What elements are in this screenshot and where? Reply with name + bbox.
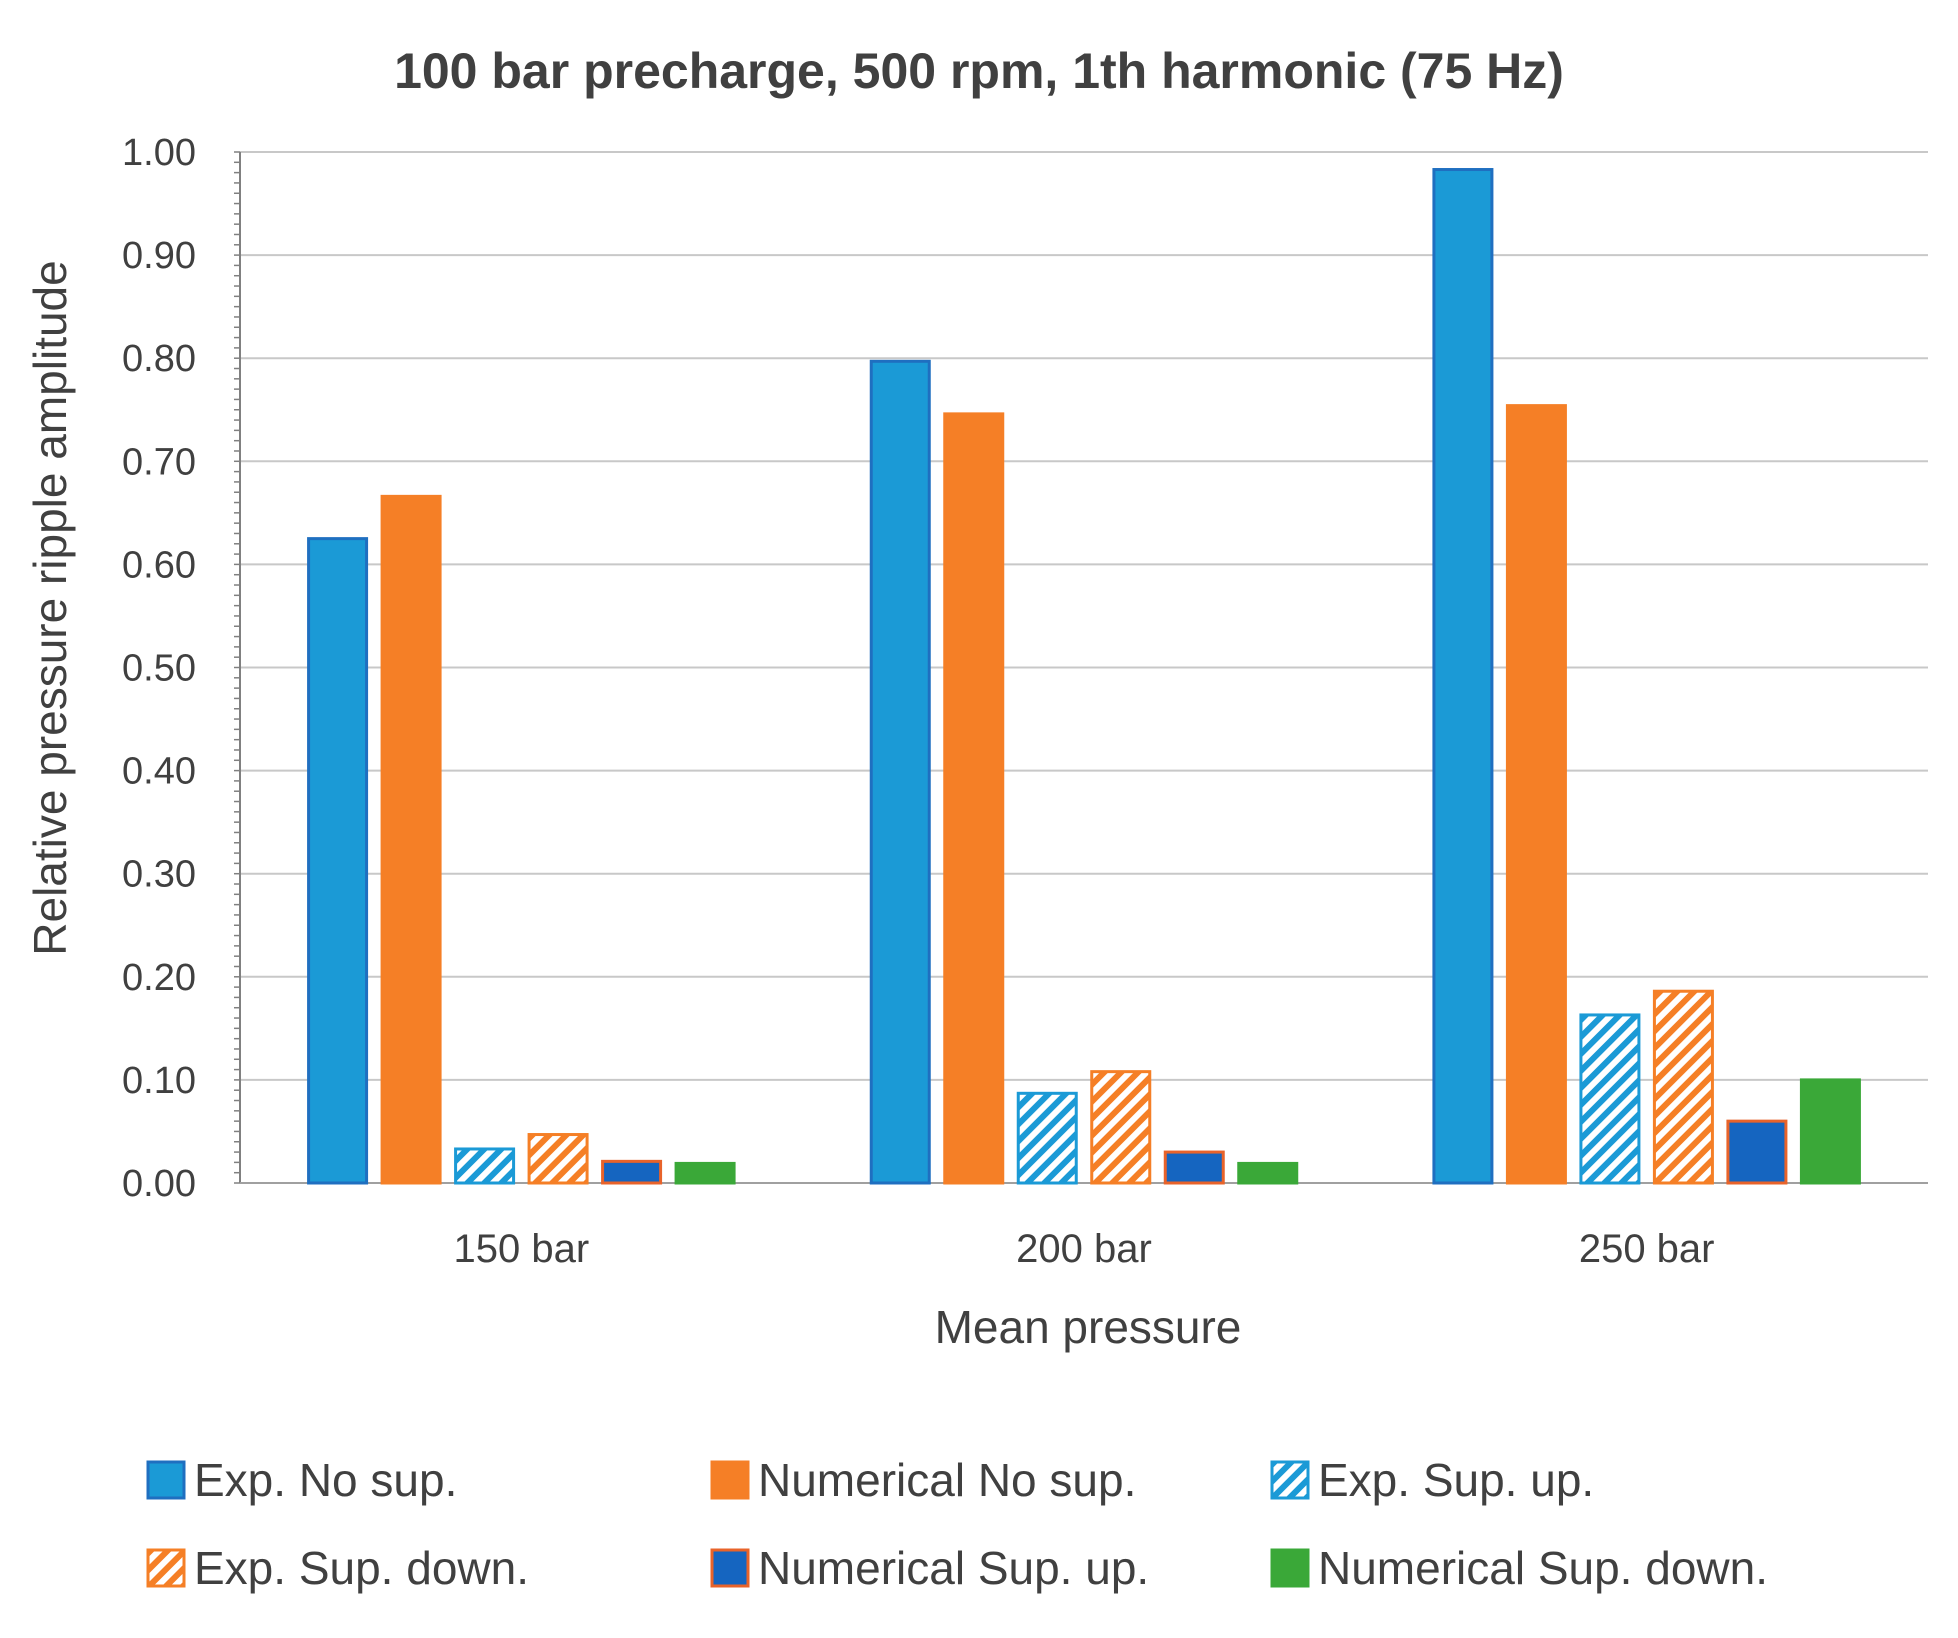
x-category-label: 200 bar [1016,1227,1152,1271]
bar-250-bar-series-0 [1432,168,1494,1185]
bar-250-bar-series-1 [1505,404,1567,1185]
legend-item: Numerical No sup. [710,1454,1136,1506]
y-axis-ticks: 0.00 0.10 0.20 0.30 0.40 0.50 0.60 0.70 0.80 0.90… [122,132,196,1205]
bar-150-bar-series-0 [307,537,369,1185]
legend-label: Numerical Sup. up. [758,1542,1149,1594]
bar-200-bar-series-2 [1016,1091,1078,1185]
legend-swatch [1270,1548,1310,1588]
x-axis-categories: 150 bar 200 bar 250 bar [453,1227,1714,1271]
legend-item: Numerical Sup. down. [1270,1542,1768,1594]
legend-item: Exp. Sup. up. [1270,1454,1594,1506]
y-tick-label: 0.50 [122,648,196,690]
chart-title: 100 bar precharge, 500 rpm, 1th harmonic… [394,43,1564,99]
legend-label: Numerical No sup. [758,1454,1136,1506]
legend-item: Exp. Sup. down. [146,1542,529,1594]
y-tick-label: 0.90 [122,235,196,277]
legend-label: Numerical Sup. down. [1318,1542,1768,1594]
x-category-label: 150 bar [453,1227,589,1271]
bar-200-bar-series-4 [1163,1150,1225,1185]
bar-250-bar-series-2 [1579,1013,1641,1185]
y-tick-label: 0.60 [122,544,196,586]
bar-150-bar-series-4 [601,1159,663,1185]
legend-swatch [1270,1460,1310,1500]
bar-150-bar-series-5 [674,1161,736,1185]
bar-150-bar-series-2 [454,1147,516,1185]
legend-label: Exp. No sup. [194,1454,457,1506]
y-tick-label: 1.00 [122,132,196,174]
legend-label: Exp. Sup. down. [194,1542,529,1594]
x-axis-title: Mean pressure [935,1301,1242,1353]
legend-item: Exp. No sup. [146,1454,457,1506]
bar-150-bar-series-3 [527,1133,589,1185]
bar-200-bar-series-5 [1237,1161,1299,1185]
y-tick-label: 0.40 [122,751,196,793]
bar-200-bar-series-0 [869,359,931,1185]
bar-200-bar-series-1 [943,412,1005,1185]
bar-250-bar-series-4 [1726,1119,1788,1185]
legend-swatch [146,1460,186,1500]
bar-200-bar-series-3 [1090,1070,1152,1185]
y-tick-label: 0.20 [122,957,196,999]
y-tick-label: 0.10 [122,1060,196,1102]
y-tick-label: 0.00 [122,1163,196,1205]
legend: Exp. No sup. Numerical No sup. Exp. Sup. u… [146,1454,1768,1594]
bar-150-bar-series-1 [380,494,442,1185]
legend-swatch [710,1548,750,1588]
bar-250-bar-series-5 [1799,1078,1861,1185]
legend-item: Numerical Sup. up. [710,1542,1149,1594]
y-tick-label: 0.70 [122,441,196,483]
y-tick-label: 0.80 [122,338,196,380]
legend-label: Exp. Sup. up. [1318,1454,1594,1506]
gridlines [234,151,1928,1184]
legend-swatch [146,1548,186,1588]
legend-swatch [710,1460,750,1500]
y-axis-title: Relative pressure ripple amplitude [24,260,76,955]
bar-250-bar-series-3 [1652,989,1714,1185]
y-tick-label: 0.30 [122,854,196,896]
x-category-label: 250 bar [1579,1227,1715,1271]
bars [307,168,1861,1185]
